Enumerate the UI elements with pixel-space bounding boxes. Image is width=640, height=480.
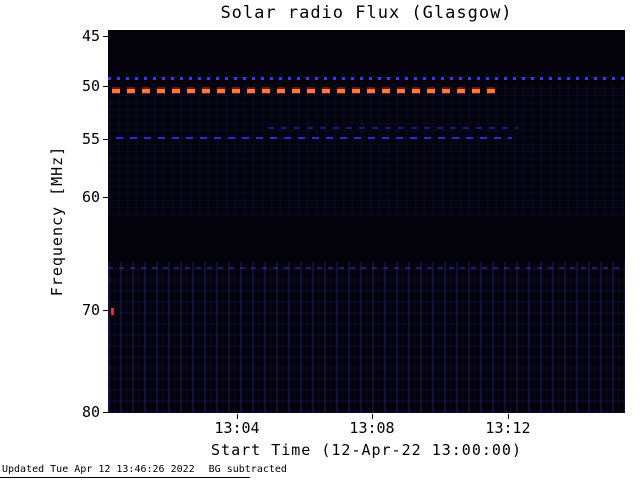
x-tick-mark xyxy=(372,414,373,419)
y-tick-label: 50 xyxy=(81,77,100,95)
x-tick-mark xyxy=(508,414,509,419)
dashed-interference-line-55mhz xyxy=(116,137,512,139)
burst-point-70mhz xyxy=(111,308,114,315)
faint-dashed-row-66mhz xyxy=(108,267,625,269)
footer-status: Updated Tue Apr 12 13:46:26 2022 BG subtr… xyxy=(2,464,301,475)
bg-subtracted-note: BG subtracted xyxy=(208,464,287,475)
noise-texture-mid xyxy=(108,85,625,215)
x-axis-label: Start Time (12-Apr-22 13:00:00) xyxy=(211,441,522,459)
updated-timestamp: Updated Tue Apr 12 13:46:26 2022 xyxy=(2,464,195,475)
y-tick-mark xyxy=(103,197,108,198)
y-tick-label: 80 xyxy=(81,403,100,421)
dotted-interference-line-49mhz xyxy=(108,77,625,80)
x-tick-mark xyxy=(237,414,238,419)
footer-divider xyxy=(0,477,250,478)
faint-dashed-line-54mhz xyxy=(268,127,518,129)
y-tick-mark xyxy=(103,139,108,140)
x-tick-label: 13:12 xyxy=(485,419,531,437)
y-tick-label: 45 xyxy=(81,27,100,45)
x-tick-label: 13:04 xyxy=(214,419,260,437)
y-tick-label: 70 xyxy=(81,301,100,319)
emission-band-51mhz xyxy=(112,89,500,93)
y-axis-label: Frequency [MHz] xyxy=(48,145,66,297)
noise-texture-lower xyxy=(108,262,625,413)
y-tick-mark xyxy=(103,36,108,37)
spectrogram-plot-area xyxy=(108,30,625,413)
y-tick-label: 55 xyxy=(81,130,100,148)
chart-title: Solar radio Flux (Glasgow) xyxy=(220,3,513,23)
y-tick-label: 60 xyxy=(81,188,100,206)
y-tick-mark xyxy=(103,86,108,87)
y-tick-mark xyxy=(103,310,108,311)
y-tick-mark xyxy=(103,412,108,413)
x-tick-label: 13:08 xyxy=(349,419,395,437)
